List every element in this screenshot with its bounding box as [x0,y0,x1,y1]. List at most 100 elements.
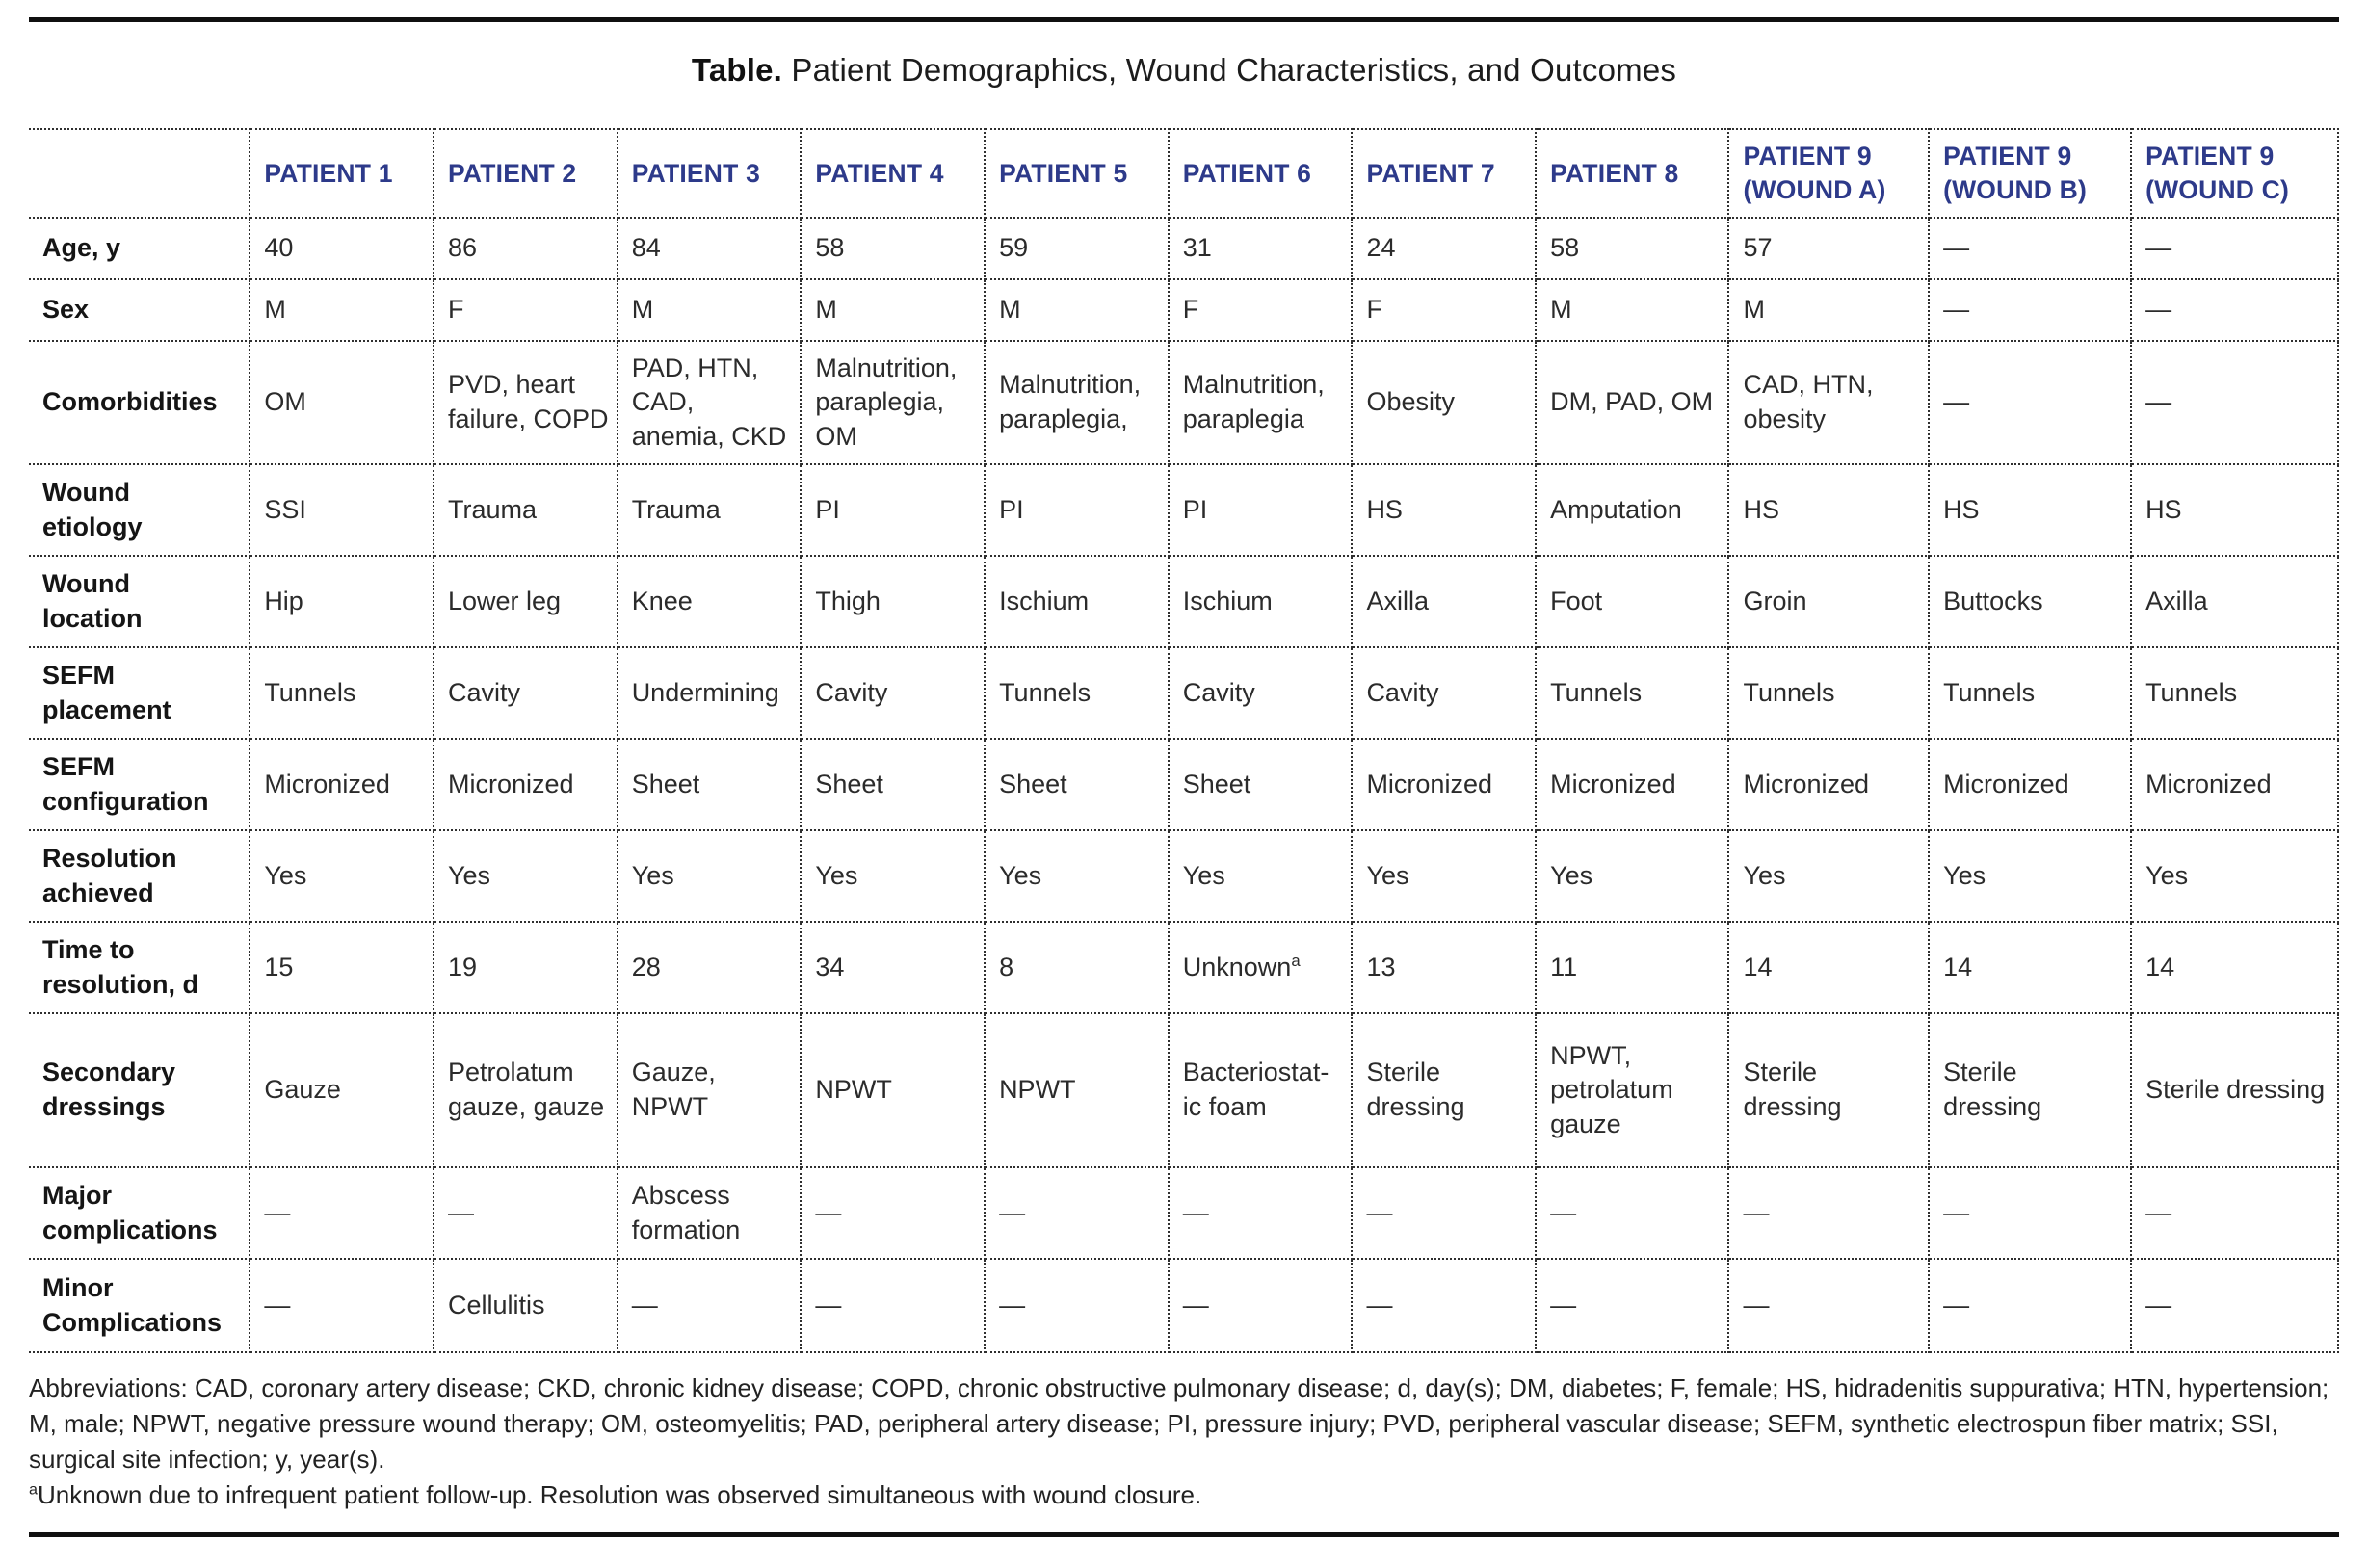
patient-demographics-table: PATIENT 1 PATIENT 2 PATIENT 3 PATIENT 4 PATI… [29,128,2339,1353]
table-cell: Yes [984,829,1170,923]
table-cell: — [2130,217,2339,280]
table-row: Sex M F M M M F F M M — — [29,278,2339,342]
table-cell: DM, PAD, OM [1535,340,1730,465]
table-cell: Trauma [433,463,618,557]
table-cell: Petrolatum gauze, gauze [433,1012,618,1168]
table-cell: — [249,1258,434,1353]
row-label: Wound etiology [29,463,251,557]
table-row: Wound location Hip Lower leg Knee Thigh Ischi… [29,555,2339,648]
table-cell: Cavity [1167,646,1354,740]
table-cell: — [2130,340,2339,465]
table-cell: 14 [1928,921,2133,1014]
table-cell: Thigh [800,555,987,648]
table-cell: OM [249,340,434,465]
table-cell: Micronized [1351,738,1538,831]
table-cell: — [1167,1166,1354,1260]
table-cell: M [984,278,1170,342]
table-cell: NPWT [800,1012,987,1168]
table-cell: 31 [1167,217,1354,280]
table-cell: 13 [1351,921,1538,1014]
table-row: Minor Complications — Cellulitis — — — — — — — — — [29,1258,2339,1353]
table-cell: F [1351,278,1538,342]
row-label: Major complications [29,1166,251,1260]
table-cell: — [2130,1258,2339,1353]
table-cell: Tunnels [1727,646,1931,740]
column-header-8: PATIENT 8 [1535,128,1730,219]
table-cell: F [433,278,618,342]
top-rule [29,17,2339,22]
table-cell: Micronized [1928,738,2133,831]
table-title-text: Patient Demographics, Wound Characterist… [782,52,1677,88]
table-cell: Yes [616,829,802,923]
column-header-3: PATIENT 3 [616,128,802,219]
table-cell: — [800,1166,987,1260]
table-cell: Malnutrition, paraplegia, OM [800,340,987,465]
table-cell: Tunnels [1928,646,2133,740]
table-cell: Yes [433,829,618,923]
table-cell: Sterile dressing [1727,1012,1931,1168]
table-cell: Undermining [616,646,802,740]
table-cell: Bacteriostat- ic foam [1167,1012,1354,1168]
table-cell: Gauze, NPWT [616,1012,802,1168]
table-cell: Cavity [1351,646,1538,740]
table-cell: SSI [249,463,434,557]
table-cell: Yes [1351,829,1538,923]
table-cell: 58 [800,217,987,280]
table-cell: Micronized [249,738,434,831]
table-cell: 84 [616,217,802,280]
table-cell: Axilla [2130,555,2339,648]
row-label: Age, y [29,217,251,280]
table-cell: — [984,1258,1170,1353]
table-cell: Tunnels [1535,646,1730,740]
table-cell: — [1351,1258,1538,1353]
table-cell: — [984,1166,1170,1260]
table-cell: 34 [800,921,987,1014]
table-cell: Knee [616,555,802,648]
column-header-6: PATIENT 6 [1167,128,1354,219]
table-cell: PI [1167,463,1354,557]
table-cell: Malnutrition, paraplegia, [984,340,1170,465]
table-cell: Yes [800,829,987,923]
table-cell: Cellulitis [433,1258,618,1353]
row-label: Comorbidities [29,340,251,465]
table-cell: Yes [1727,829,1931,923]
table-cell: 19 [433,921,618,1014]
table-cell: — [1167,1258,1354,1353]
table-cell: NPWT, petrolatum gauze [1535,1012,1730,1168]
table-cell: F [1167,278,1354,342]
table-cell: 14 [1727,921,1931,1014]
corner-cell [29,128,251,219]
footnote-a-marker: a [29,1480,38,1499]
table-cell: Sheet [984,738,1170,831]
footnotes: Abbreviations: CAD, coronary artery dise… [29,1371,2339,1513]
table-cell: PVD, heart failure, COPD [433,340,618,465]
table-cell: 8 [984,921,1170,1014]
table-cell: NPWT [984,1012,1170,1168]
table-cell: Hip [249,555,434,648]
table-cell: Amputation [1535,463,1730,557]
footnote-a-text: Unknown due to infrequent patient follow… [37,1479,1202,1509]
table-cell: — [800,1258,987,1353]
header-row: PATIENT 1 PATIENT 2 PATIENT 3 PATIENT 4 PATI… [29,128,2339,219]
table-cell: Micronized [433,738,618,831]
footnote-abbreviations: Abbreviations: CAD, coronary artery dise… [29,1373,2329,1474]
table-cell: Sterile dressing [2130,1012,2339,1168]
table-cell: PI [800,463,987,557]
table-row: Secondary dressings Gauze Petrolatum gauze… [29,1012,2339,1168]
table-cell: — [1928,1166,2133,1260]
table-cell: Ischium [984,555,1170,648]
table-cell: Sheet [1167,738,1354,831]
table-row: Comorbidities OM PVD, heart failure, COPD P… [29,340,2339,465]
table-cell: Tunnels [2130,646,2339,740]
table-cell: Sheet [616,738,802,831]
column-header-1: PATIENT 1 [249,128,434,219]
table-cell: Lower leg [433,555,618,648]
row-label: Sex [29,278,251,342]
table-cell: Micronized [1535,738,1730,831]
table-cell: 15 [249,921,434,1014]
table-cell: Yes [1167,829,1354,923]
table-cell: — [1727,1166,1931,1260]
table-cell: Yes [1535,829,1730,923]
table-cell: PAD, HTN, CAD, anemia, CKD [616,340,802,465]
